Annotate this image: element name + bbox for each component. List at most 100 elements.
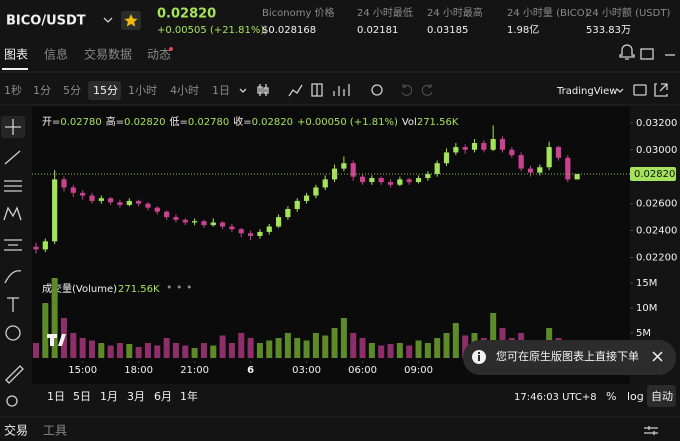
volume-legend-more[interactable]: • • • — [166, 281, 192, 294]
ruler-tool[interactable] — [5, 365, 24, 384]
pattern-tool[interactable] — [3, 206, 22, 221]
volume-bar — [275, 338, 282, 358]
symbol-chevron[interactable] — [103, 17, 113, 23]
trendline-tool[interactable] — [4, 150, 21, 165]
volume-tick-label: 15M — [636, 278, 657, 289]
emoji-tool[interactable] — [5, 325, 21, 341]
fullscreen-icon[interactable] — [654, 83, 668, 97]
template-icon[interactable] — [311, 83, 323, 97]
volume-bar — [312, 333, 319, 358]
volume-bar — [154, 345, 161, 358]
info-icon-dot — [478, 352, 480, 354]
text-tool[interactable] — [7, 297, 19, 312]
candle-body — [425, 173, 431, 179]
volume-bar — [163, 338, 170, 358]
candle-body — [164, 211, 170, 218]
scale-button[interactable]: log — [627, 390, 644, 403]
interval[interactable]: 15分 — [93, 84, 118, 97]
scale-button[interactable]: 自动 — [651, 390, 673, 403]
undo-icon[interactable] — [401, 84, 413, 96]
volume-bar — [387, 344, 394, 358]
settings-icon[interactable] — [371, 84, 383, 96]
ohlc-legend: 开=0.02780 高=0.02820 低=0.02780 收=0.02820 +0.0… — [42, 115, 459, 128]
volume-bar — [452, 323, 459, 358]
settings-sliders[interactable] — [644, 426, 658, 435]
tab[interactable]: 动态 — [147, 48, 171, 62]
volume-bar — [415, 340, 422, 358]
volume-bar — [191, 348, 198, 358]
candle-body — [285, 209, 291, 218]
x-tick-label: 21:00 — [180, 365, 209, 376]
candle-body — [42, 241, 48, 250]
provider[interactable]: TradingView — [556, 86, 617, 97]
crosshair-tool[interactable] — [5, 119, 21, 135]
prediction-tool[interactable] — [4, 239, 22, 251]
interval[interactable]: 5分 — [63, 84, 81, 97]
bottom-tab[interactable]: 工具 — [43, 424, 67, 438]
toast — [463, 340, 676, 375]
compare-icon[interactable] — [333, 84, 350, 96]
interval[interactable]: 1秒 — [4, 83, 22, 97]
volume-bar — [98, 343, 105, 358]
ohlc-label: 低= — [170, 115, 188, 128]
tab[interactable]: 信息 — [44, 47, 68, 62]
candle-body — [229, 226, 235, 230]
range-button[interactable]: 6月 — [154, 390, 172, 403]
tradingview-logo — [47, 334, 66, 346]
candle-body — [499, 138, 506, 150]
range-button[interactable]: 1月 — [100, 390, 118, 403]
candle-body — [61, 179, 67, 188]
symbol[interactable]: BICO/USDT — [6, 14, 86, 29]
toast-close[interactable] — [652, 351, 663, 362]
range-button[interactable]: 1日 — [47, 390, 65, 403]
drawing-toolbar — [1, 116, 25, 407]
volume-bar — [144, 343, 151, 358]
candle-body — [210, 222, 216, 226]
range-button[interactable]: 5日 — [73, 390, 91, 403]
provider-chevron[interactable] — [616, 88, 624, 93]
candle-body — [387, 182, 394, 185]
candle-body — [201, 221, 207, 226]
candle-body — [238, 229, 244, 234]
x-tick-label: 15:00 — [68, 365, 97, 376]
volume-bar — [200, 343, 207, 358]
interval[interactable]: 1日 — [212, 84, 230, 97]
scale-button[interactable]: % — [606, 390, 616, 403]
brush-tool[interactable] — [4, 270, 22, 284]
volume-bar — [126, 344, 133, 358]
interval-chevron[interactable] — [239, 88, 247, 93]
candle-icon[interactable] — [257, 84, 269, 96]
indicator-icon[interactable] — [288, 84, 303, 97]
price-tick-label: 0.02200 — [636, 252, 677, 263]
zoom-tool[interactable] — [6, 395, 18, 407]
layout-icon[interactable] — [640, 48, 654, 60]
redo-icon[interactable] — [421, 84, 433, 96]
candle-body — [220, 222, 226, 227]
candle-body — [70, 187, 76, 193]
range-button[interactable]: 1年 — [180, 389, 198, 403]
candle-body — [341, 163, 347, 169]
candle-body — [52, 179, 58, 242]
bottom-tab[interactable]: 交易 — [4, 423, 28, 438]
candle-body — [80, 192, 86, 196]
ohlc-value: 0.02780 — [188, 117, 229, 128]
camera-icon[interactable] — [633, 84, 647, 96]
candle-body — [546, 147, 552, 168]
range-button[interactable]: 3月 — [127, 390, 145, 403]
candle-body — [145, 203, 151, 208]
auto-button[interactable] — [647, 385, 676, 407]
price-change: +0.00505 (+21.81%) — [157, 25, 264, 36]
tab[interactable]: 交易数据 — [84, 47, 132, 62]
interval[interactable]: 1分 — [33, 84, 51, 97]
x-tick-label: 03:00 — [292, 365, 321, 376]
interval[interactable]: 1小时 — [128, 84, 157, 97]
alert-icon[interactable] — [619, 44, 635, 60]
volume-bar — [33, 343, 39, 358]
tab[interactable]: 图表 — [4, 48, 28, 62]
candle-body — [369, 178, 375, 183]
volume-bar — [462, 335, 469, 358]
x-tick-label: 6 — [247, 365, 254, 376]
interval[interactable]: 4小时 — [170, 84, 199, 97]
volume-bar — [284, 333, 291, 358]
fib-tool[interactable] — [4, 180, 22, 192]
